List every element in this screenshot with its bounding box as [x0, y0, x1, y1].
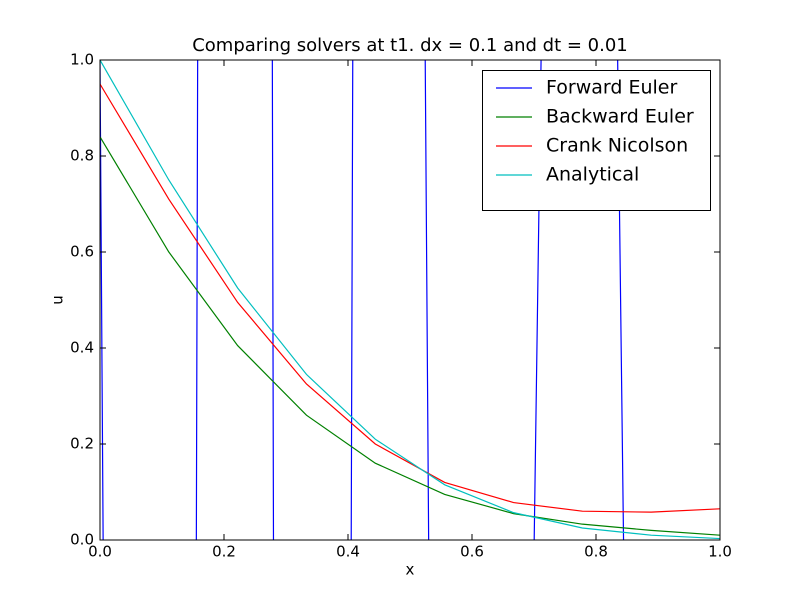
y-tick-label: 0.2: [70, 435, 94, 453]
legend-label: Backward Euler: [546, 106, 694, 128]
x-axis-label: x: [406, 561, 415, 579]
legend-label: Forward Euler: [546, 77, 677, 99]
y-tick-label: 0.8: [70, 147, 94, 165]
legend-box: [482, 70, 711, 211]
plot-frame: [99, 59, 721, 541]
y-tick-label: 0.4: [70, 339, 94, 357]
x-tick-label: 0.0: [88, 543, 112, 561]
x-tick-label: 1.0: [708, 543, 732, 561]
y-axis-label: u: [49, 295, 67, 305]
legend-label: Analytical: [546, 164, 639, 186]
x-tick-label: 0.2: [212, 543, 236, 561]
x-tick-label: 0.6: [460, 543, 484, 561]
legend-label: Crank Nicolson: [546, 135, 688, 157]
line-series: [100, 60, 720, 540]
chart-title: Comparing solvers at t1. dx = 0.1 and dt…: [192, 35, 628, 56]
line-series: [100, 136, 720, 536]
x-tick-label: 0.8: [584, 543, 608, 561]
y-tick-label: 0.6: [70, 243, 94, 261]
x-tick-label: 0.4: [336, 543, 360, 561]
y-tick-label: 0.0: [70, 531, 94, 549]
line-series: [100, 83, 720, 513]
plot-lines: [100, 60, 720, 540]
y-tick-label: 1.0: [70, 51, 94, 69]
